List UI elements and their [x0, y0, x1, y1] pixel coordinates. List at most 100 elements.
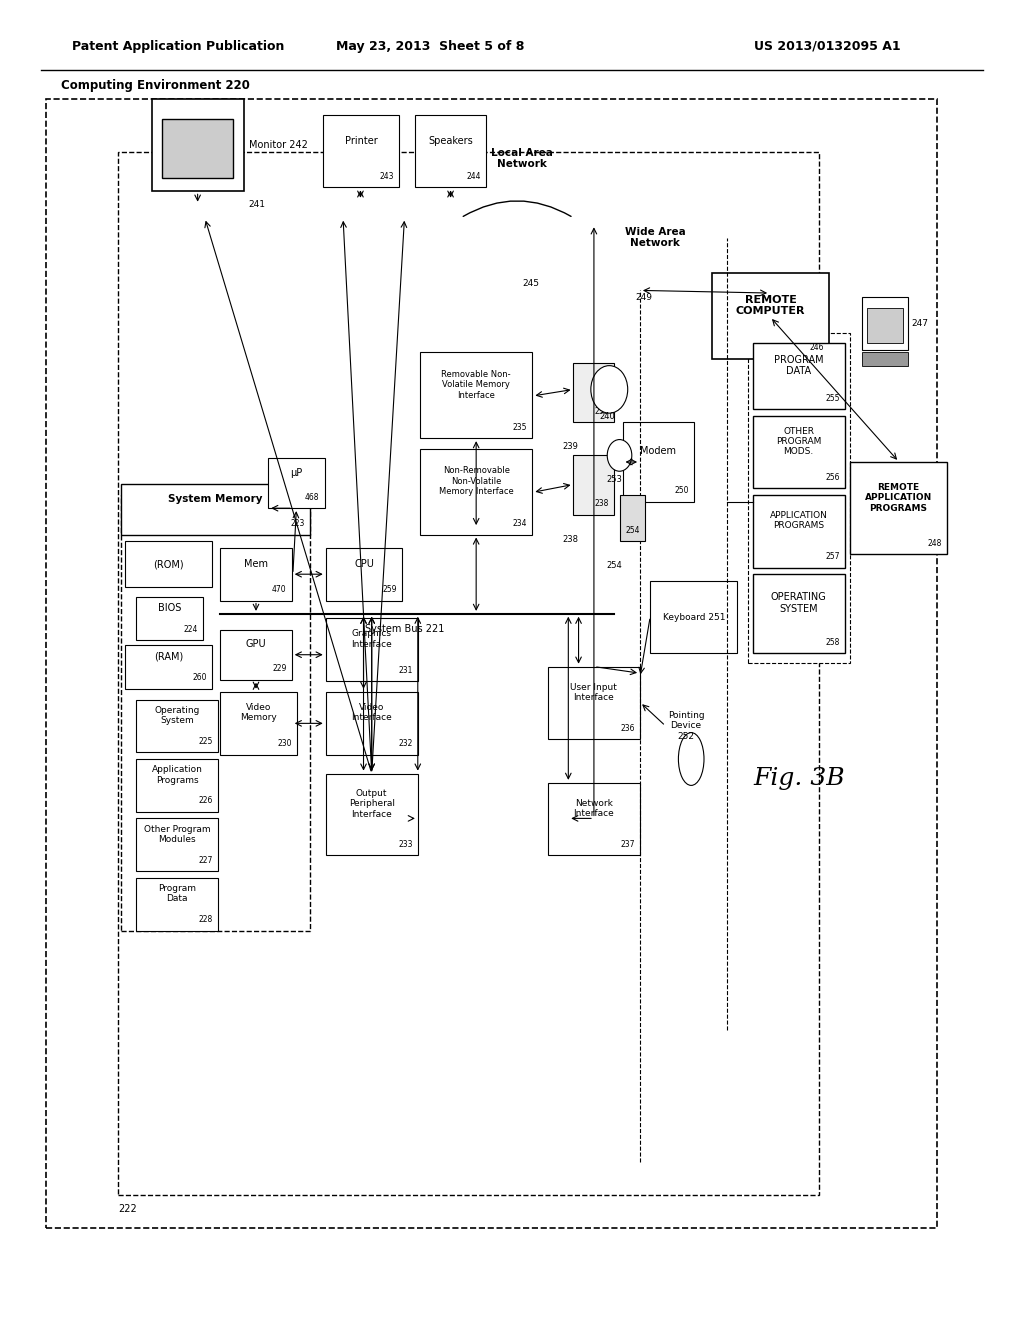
FancyBboxPatch shape — [121, 484, 310, 535]
Text: 235: 235 — [513, 422, 527, 432]
Text: 236: 236 — [621, 723, 635, 733]
Text: 243: 243 — [380, 172, 394, 181]
Text: 238: 238 — [562, 535, 579, 544]
Text: Application
Programs: Application Programs — [152, 766, 203, 784]
Text: Non-Removable
Non-Volatile
Memory Interface: Non-Removable Non-Volatile Memory Interf… — [439, 466, 513, 496]
Text: 226: 226 — [199, 796, 213, 805]
FancyBboxPatch shape — [326, 548, 402, 601]
Text: 232: 232 — [398, 739, 413, 748]
Text: 256: 256 — [825, 473, 840, 482]
Text: 249: 249 — [635, 293, 652, 301]
FancyBboxPatch shape — [753, 416, 845, 488]
Ellipse shape — [679, 733, 705, 785]
Text: 258: 258 — [825, 638, 840, 647]
Text: Patent Application Publication: Patent Application Publication — [72, 40, 284, 53]
Text: OTHER
PROGRAM
MODS.: OTHER PROGRAM MODS. — [776, 426, 821, 457]
FancyBboxPatch shape — [326, 618, 418, 681]
Text: 254: 254 — [626, 525, 640, 535]
Text: Local Area
Network: Local Area Network — [492, 148, 553, 169]
Text: 257: 257 — [825, 552, 840, 561]
FancyBboxPatch shape — [125, 645, 212, 689]
Text: Keyboard 251: Keyboard 251 — [663, 612, 725, 622]
Text: 230: 230 — [278, 739, 292, 748]
Text: 246: 246 — [810, 343, 824, 352]
FancyBboxPatch shape — [162, 119, 233, 178]
Text: 470: 470 — [272, 585, 287, 594]
FancyBboxPatch shape — [573, 363, 614, 422]
Text: System Memory: System Memory — [168, 494, 263, 504]
Text: 224: 224 — [183, 624, 198, 634]
FancyBboxPatch shape — [125, 541, 212, 587]
Text: BIOS: BIOS — [158, 603, 181, 612]
FancyBboxPatch shape — [867, 308, 903, 343]
Text: μP: μP — [291, 467, 302, 478]
Text: Output
Peripheral
Interface: Output Peripheral Interface — [349, 789, 394, 818]
Text: Video
Memory: Video Memory — [241, 704, 276, 722]
FancyBboxPatch shape — [136, 759, 218, 812]
FancyBboxPatch shape — [650, 581, 737, 653]
Text: User Input
Interface: User Input Interface — [570, 682, 617, 702]
Text: 241: 241 — [249, 201, 266, 209]
FancyBboxPatch shape — [118, 152, 819, 1195]
Text: 237: 237 — [621, 840, 635, 849]
Text: 247: 247 — [911, 319, 929, 327]
Text: May 23, 2013  Sheet 5 of 8: May 23, 2013 Sheet 5 of 8 — [336, 40, 524, 53]
Text: 223: 223 — [291, 519, 305, 528]
Text: 260: 260 — [193, 673, 207, 682]
FancyBboxPatch shape — [220, 630, 292, 680]
Text: Operating
System: Operating System — [155, 706, 200, 725]
Text: Modem: Modem — [640, 446, 677, 457]
Text: 240: 240 — [599, 412, 615, 421]
FancyBboxPatch shape — [136, 878, 218, 931]
Text: Printer: Printer — [345, 136, 377, 145]
FancyBboxPatch shape — [323, 115, 399, 187]
FancyBboxPatch shape — [753, 343, 845, 409]
FancyBboxPatch shape — [420, 352, 532, 438]
Text: 233: 233 — [398, 840, 413, 849]
Text: 227: 227 — [199, 855, 213, 865]
Text: 259: 259 — [383, 585, 397, 594]
FancyBboxPatch shape — [620, 495, 645, 541]
FancyBboxPatch shape — [748, 333, 850, 663]
Text: 228: 228 — [199, 915, 213, 924]
Circle shape — [591, 366, 628, 413]
Text: 222: 222 — [118, 1204, 136, 1214]
FancyBboxPatch shape — [573, 455, 614, 515]
FancyBboxPatch shape — [415, 115, 486, 187]
FancyBboxPatch shape — [136, 597, 203, 640]
Text: OPERATING
SYSTEM: OPERATING SYSTEM — [771, 593, 826, 614]
Text: 254: 254 — [606, 561, 623, 570]
FancyBboxPatch shape — [850, 462, 947, 554]
Text: Network
Interface: Network Interface — [573, 799, 614, 818]
FancyBboxPatch shape — [326, 692, 418, 755]
FancyBboxPatch shape — [46, 99, 937, 1228]
Text: REMOTE
APPLICATION
PROGRAMS: REMOTE APPLICATION PROGRAMS — [865, 483, 932, 512]
FancyBboxPatch shape — [152, 99, 244, 191]
FancyBboxPatch shape — [548, 783, 640, 855]
Text: 229: 229 — [272, 664, 287, 673]
Text: 239: 239 — [595, 407, 609, 416]
FancyBboxPatch shape — [220, 548, 292, 601]
Text: Mem: Mem — [244, 558, 268, 569]
Text: Other Program
Modules: Other Program Modules — [143, 825, 211, 843]
Text: Wide Area
Network: Wide Area Network — [625, 227, 686, 248]
Text: US 2013/0132095 A1: US 2013/0132095 A1 — [755, 40, 901, 53]
Text: Pointing
Device
252: Pointing Device 252 — [668, 711, 705, 741]
Text: Removable Non-
Volatile Memory
Interface: Removable Non- Volatile Memory Interface — [441, 370, 511, 400]
Text: Monitor 242: Monitor 242 — [249, 140, 307, 150]
Text: APPLICATION
PROGRAMS: APPLICATION PROGRAMS — [770, 511, 827, 531]
FancyBboxPatch shape — [623, 422, 694, 502]
FancyBboxPatch shape — [420, 449, 532, 535]
FancyBboxPatch shape — [753, 495, 845, 568]
Text: System Bus 221: System Bus 221 — [365, 624, 444, 635]
Text: 255: 255 — [825, 393, 840, 403]
FancyBboxPatch shape — [548, 667, 640, 739]
Text: 468: 468 — [305, 492, 319, 502]
FancyBboxPatch shape — [862, 297, 908, 350]
Text: (ROM): (ROM) — [154, 560, 183, 569]
Circle shape — [607, 440, 632, 471]
Text: 253: 253 — [606, 475, 623, 484]
Text: Fig. 3B: Fig. 3B — [753, 767, 845, 791]
Text: Program
Data: Program Data — [158, 884, 197, 903]
Text: 245: 245 — [522, 280, 540, 288]
